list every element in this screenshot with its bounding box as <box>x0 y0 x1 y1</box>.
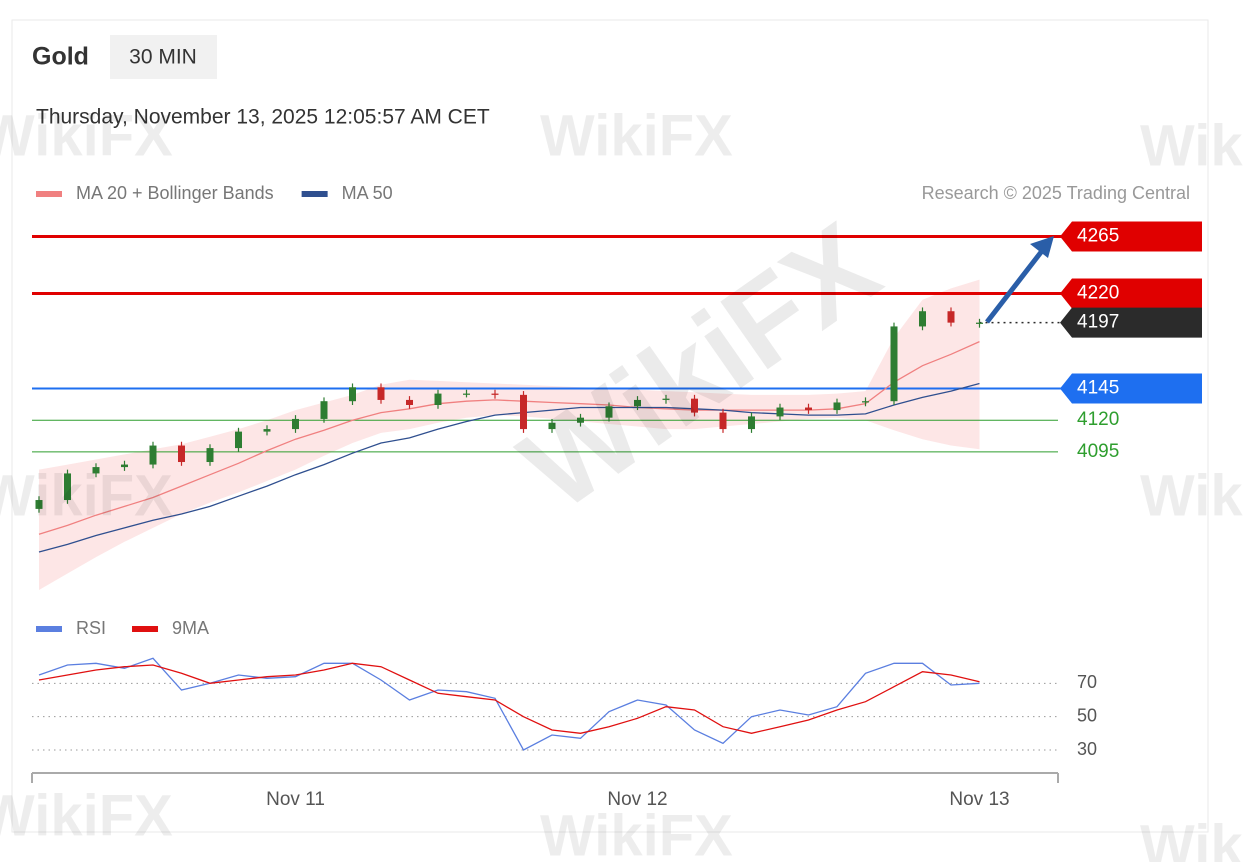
legend-label: 9MA <box>172 618 209 638</box>
candle-body <box>662 398 670 400</box>
candle-body <box>178 445 185 463</box>
level-label: 4145 <box>1077 378 1119 399</box>
ma-line <box>38 341 980 535</box>
level-label: 4265 <box>1077 225 1119 246</box>
candle-body <box>377 387 385 400</box>
candle-body <box>634 399 641 407</box>
rsi-line <box>38 662 980 734</box>
legend-swatch <box>132 626 159 632</box>
rsi-line <box>38 657 980 751</box>
candle-body <box>235 431 242 449</box>
y-tick-label: 30 <box>1077 739 1097 759</box>
watermark: WikiFX <box>0 463 173 528</box>
watermark: WikiFX <box>540 803 733 862</box>
instrument: Gold <box>32 43 89 71</box>
candle-body <box>776 407 784 417</box>
candle-body <box>691 398 698 413</box>
watermark: WikiFX <box>1140 463 1246 528</box>
x-tick-label: Nov 11 <box>266 789 325 810</box>
watermark: WikiFX <box>0 783 173 848</box>
y-tick-label: 50 <box>1077 705 1097 725</box>
watermark: WikiFX <box>540 103 733 168</box>
level-label: 4095 <box>1077 441 1119 462</box>
level-tag <box>1060 278 1202 309</box>
legend-swatch <box>36 626 62 632</box>
watermark: WikiFX <box>1140 813 1246 862</box>
card <box>11 19 1209 833</box>
level-tag <box>1060 221 1202 252</box>
legend-swatch <box>36 191 62 197</box>
level-tag <box>1060 373 1202 404</box>
candle-body <box>434 393 442 405</box>
legend-label: MA 20 + Bollinger Bands <box>76 183 274 203</box>
x-tick-label: Nov 12 <box>607 789 667 810</box>
candle-body <box>719 412 727 430</box>
candle-body <box>833 402 841 411</box>
legend-label: MA 50 <box>342 183 393 203</box>
candle-body <box>92 467 100 474</box>
candle-body <box>577 417 584 423</box>
level-label: 4220 <box>1077 283 1119 304</box>
candle-body <box>149 445 157 465</box>
candle-body <box>548 422 556 430</box>
candle-body <box>491 393 499 395</box>
arrow-head <box>1030 236 1054 258</box>
candle-body <box>862 401 869 403</box>
candle-body <box>919 311 926 327</box>
candle-body <box>263 429 271 432</box>
candle-body <box>890 326 898 402</box>
candle-body <box>206 448 214 463</box>
plot: MA 20 + Bollinger Bands MA 50 4265 4220 4197… <box>31 183 1202 810</box>
credit: Research © 2025 Trading Central <box>922 183 1190 203</box>
watermark: WikiFX <box>0 103 173 168</box>
level-tag <box>1060 307 1202 338</box>
candle-body <box>947 311 955 323</box>
legend-label: RSI <box>76 618 106 638</box>
candle-body <box>976 322 983 324</box>
watermark: WikiFX <box>1140 113 1246 178</box>
arrow <box>985 245 1047 324</box>
candle-body <box>292 418 299 430</box>
timestamp: Thursday, November 13, 2025 12:05:57 AM … <box>36 106 490 129</box>
bollinger-band <box>39 279 980 590</box>
level-label: 4120 <box>1077 409 1119 430</box>
candle-body <box>64 473 71 501</box>
candle-body <box>805 407 812 411</box>
candle-body <box>320 401 328 419</box>
x-tick-label: Nov 13 <box>949 789 1009 810</box>
candle-body <box>605 406 613 418</box>
legend-swatch <box>301 191 328 197</box>
level-label: 4197 <box>1077 312 1119 333</box>
y-tick-label: 70 <box>1077 672 1097 692</box>
candle-body <box>463 393 470 395</box>
candle-body <box>349 387 356 402</box>
ma-line <box>38 382 980 553</box>
candle-body <box>121 464 128 468</box>
candle-body <box>520 394 527 430</box>
candle-body <box>406 399 413 405</box>
candle-body <box>748 416 755 430</box>
timeframe-box <box>110 35 217 79</box>
timeframe: 30 MIN <box>129 46 197 69</box>
candle-body <box>35 500 43 509</box>
